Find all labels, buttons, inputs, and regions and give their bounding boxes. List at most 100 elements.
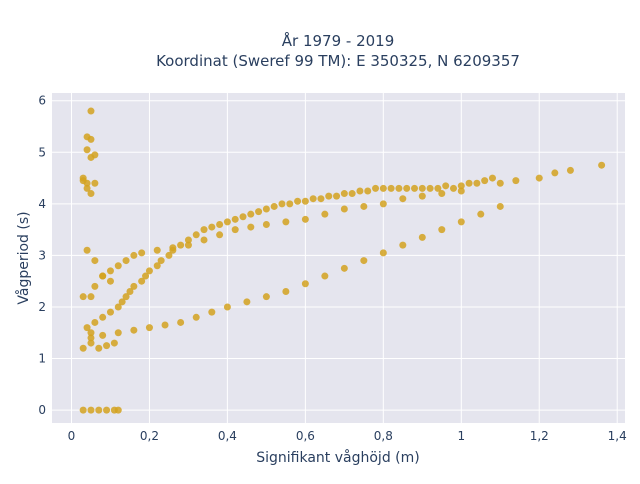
data-point: [426, 184, 434, 192]
data-point: [395, 184, 403, 192]
data-point: [551, 169, 559, 177]
data-point: [434, 184, 442, 192]
data-point: [87, 107, 95, 115]
data-point: [282, 288, 290, 296]
data-point: [247, 210, 255, 218]
data-point: [114, 406, 122, 414]
data-point: [87, 190, 95, 198]
data-point: [103, 342, 111, 350]
data-point: [165, 251, 173, 259]
data-point: [114, 303, 122, 311]
y-tick-labels: 0 1 2 3 4 5 6: [38, 94, 46, 417]
data-point: [126, 288, 134, 296]
data-point: [496, 179, 504, 187]
data-point: [91, 179, 99, 187]
data-point: [79, 174, 87, 182]
data-point: [83, 179, 91, 187]
data-point: [130, 251, 138, 259]
data-point: [372, 184, 380, 192]
data-point: [449, 184, 457, 192]
data-point: [145, 324, 153, 332]
data-point: [79, 344, 87, 352]
data-point: [442, 182, 450, 190]
data-point: [360, 202, 368, 210]
data-point: [200, 236, 208, 244]
y-tick-label: 5: [38, 145, 46, 159]
data-point: [192, 231, 200, 239]
data-point: [87, 406, 95, 414]
data-point: [91, 318, 99, 326]
y-tick-label: 0: [38, 403, 46, 417]
data-point: [438, 226, 446, 234]
data-point: [192, 313, 200, 321]
data-point: [418, 184, 426, 192]
data-point: [360, 257, 368, 265]
data-point: [535, 174, 543, 182]
data-point: [278, 200, 286, 208]
data-point: [79, 293, 87, 301]
data-point: [87, 293, 95, 301]
data-point: [184, 236, 192, 244]
data-point: [457, 218, 465, 226]
x-tick-label: 0: [68, 429, 76, 443]
data-point: [103, 406, 111, 414]
data-point: [106, 267, 114, 275]
data-point: [379, 200, 387, 208]
data-point: [138, 249, 146, 257]
data-point: [122, 293, 130, 301]
data-point: [438, 190, 446, 198]
y-tick-label: 6: [38, 94, 46, 108]
data-point: [465, 179, 473, 187]
data-point: [239, 213, 247, 221]
data-point: [247, 223, 255, 231]
data-point: [153, 246, 161, 254]
data-point: [83, 184, 91, 192]
data-point: [145, 267, 153, 275]
data-point: [118, 298, 126, 306]
y-tick-label: 1: [38, 352, 46, 366]
data-point: [399, 241, 407, 249]
y-tick-label: 4: [38, 197, 46, 211]
x-tick-label: 0,4: [218, 429, 237, 443]
data-point: [512, 177, 520, 185]
data-point: [262, 293, 270, 301]
data-point: [317, 195, 325, 203]
data-point: [157, 257, 165, 265]
data-point: [457, 187, 465, 195]
data-point: [262, 220, 270, 228]
data-point: [95, 406, 103, 414]
data-point: [79, 406, 87, 414]
data-point: [153, 262, 161, 270]
data-point: [340, 190, 348, 198]
data-point: [411, 184, 419, 192]
data-point: [95, 344, 103, 352]
x-tick-label: 0,2: [140, 429, 159, 443]
data-point: [130, 326, 138, 334]
data-point: [83, 246, 91, 254]
chart-title-line1: År 1979 - 2019: [282, 31, 395, 50]
data-point: [208, 308, 216, 316]
data-point: [87, 329, 95, 337]
data-point: [87, 334, 95, 342]
data-point: [379, 184, 387, 192]
data-point: [301, 280, 309, 288]
data-point: [161, 321, 169, 329]
x-axis-label: Signifikant våghöjd (m): [256, 449, 419, 466]
data-point: [99, 331, 107, 339]
data-point: [130, 282, 138, 290]
data-point: [301, 215, 309, 223]
data-point: [216, 220, 224, 228]
data-points: [79, 107, 606, 414]
data-point: [138, 277, 146, 285]
data-point: [231, 215, 239, 223]
x-tick-label: 1,4: [608, 429, 627, 443]
data-point: [106, 308, 114, 316]
x-tick-label: 1,2: [530, 429, 549, 443]
data-point: [243, 298, 251, 306]
data-point: [364, 187, 372, 195]
data-point: [457, 182, 465, 190]
x-tick-label: 0,8: [374, 429, 393, 443]
y-tick-label: 3: [38, 248, 46, 262]
